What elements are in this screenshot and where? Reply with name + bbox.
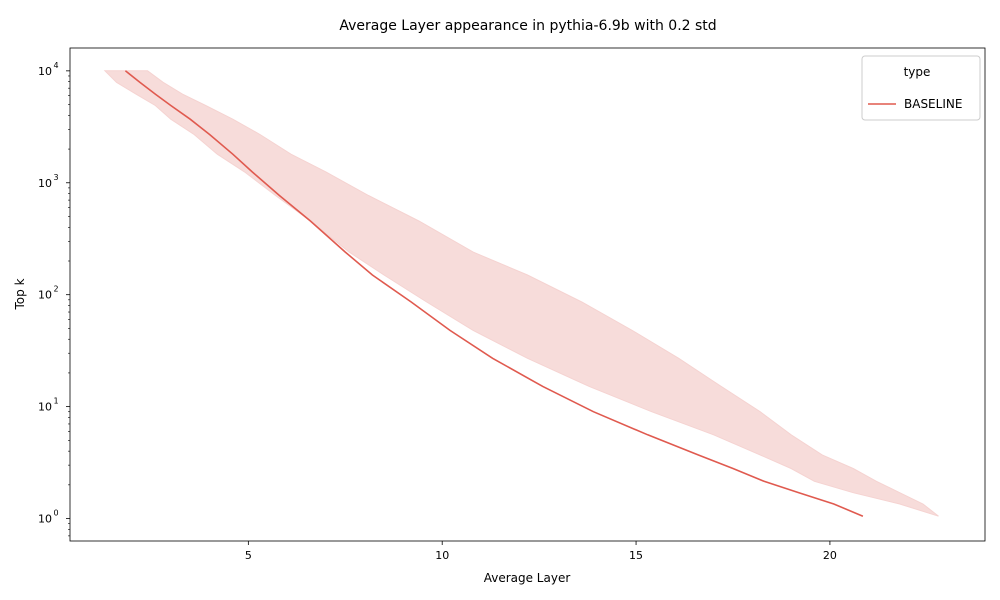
x-tick-label: 10 xyxy=(435,549,449,562)
y-axis-label: Top k xyxy=(13,278,27,310)
y-tick-label: 10 xyxy=(38,513,52,526)
y-tick-exponent: 4 xyxy=(53,61,58,70)
y-tick-exponent: 3 xyxy=(53,173,58,182)
confidence-band-layer xyxy=(103,70,939,517)
y-tick-label: 10 xyxy=(38,65,52,78)
legend-entry-baseline: BASELINE xyxy=(904,97,962,111)
y-tick-exponent: 2 xyxy=(53,285,58,294)
x-tick-label: 15 xyxy=(629,549,643,562)
legend-title: type xyxy=(904,65,931,79)
legend: type BASELINE xyxy=(861,55,981,121)
series-line-layer xyxy=(124,70,864,517)
y-tick-label: 10 xyxy=(38,401,52,414)
y-tick-label: 10 xyxy=(38,177,52,190)
series-line-baseline xyxy=(124,70,864,517)
y-tick-exponent: 1 xyxy=(53,397,58,406)
confidence-band-baseline xyxy=(103,70,939,517)
chart-title: Average Layer appearance in pythia-6.9b … xyxy=(339,18,716,34)
x-axis-label: Average Layer xyxy=(484,571,571,585)
x-tick-label: 20 xyxy=(823,549,837,562)
x-tick-label: 5 xyxy=(245,549,252,562)
y-tick-exponent: 0 xyxy=(53,509,58,518)
y-tick-label: 10 xyxy=(38,289,52,302)
x-axis-ticks: 5 10 15 20 xyxy=(245,541,837,562)
